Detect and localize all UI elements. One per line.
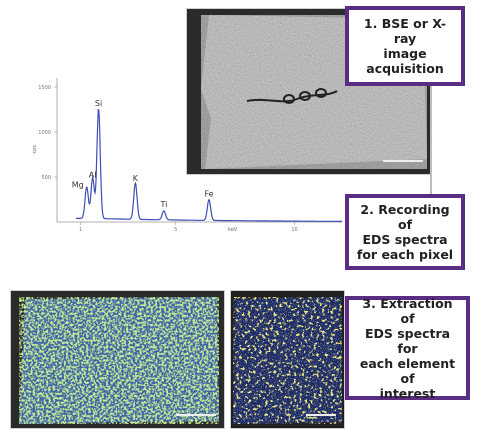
peak-label-fe: Fe — [204, 189, 213, 198]
step-1-line-1: 1. BSE or X-ray — [363, 16, 447, 46]
peak-label-al: Al — [89, 171, 97, 180]
spectrum-y-label: cps — [32, 145, 38, 154]
peak-label-si: Si — [95, 99, 102, 108]
step-1-line-2: image — [383, 46, 427, 61]
y-tick-label: 1000 — [38, 130, 51, 136]
x-tick-label: 1 — [79, 227, 82, 233]
step-2-line-1: 2. Recording of — [360, 202, 450, 232]
spectrum-x-label: keV — [228, 227, 238, 233]
x-tick-label: 5 — [174, 227, 177, 233]
step-2-line-2: EDS spectra — [362, 232, 448, 247]
bse-scale-bar — [383, 160, 423, 162]
yellow-map-texture — [231, 291, 344, 428]
y-tick-label: 500 — [41, 175, 51, 181]
step-3-line-1: 3. Extraction of — [362, 295, 453, 326]
peak-label-k: K — [133, 174, 139, 183]
eds-spectrum-chart: 500 1000 1500 1 5 10 Mg Al Si K Ti Fe keV cps — [32, 78, 342, 233]
spectrum-trace — [76, 108, 342, 222]
yellow-map-scale-bar — [306, 414, 336, 416]
step-1-callout: 1. BSE or X-ray image acquisition — [345, 6, 465, 86]
spectrum-ticks: 500 1000 1500 1 5 10 — [38, 85, 297, 233]
x-tick-label: 10 — [291, 227, 297, 233]
spectrum-peak-labels: Mg Al Si K Ti Fe — [72, 99, 214, 209]
peak-label-ti: Ti — [159, 200, 167, 209]
step-3-line-4: interest — [379, 385, 436, 401]
step-2-callout: 2. Recording of EDS spectra for each pix… — [345, 194, 465, 270]
green-map-texture — [11, 291, 224, 428]
step-3-callout: 3. Extraction of EDS spectra for each el… — [345, 295, 470, 401]
step-3-line-3: each element of — [359, 355, 456, 386]
y-tick-label: 1500 — [38, 85, 51, 91]
step-2-line-3: for each pixel — [356, 247, 454, 262]
element-map-green — [10, 290, 225, 429]
step-1-line-3: acquisition — [366, 61, 444, 76]
step-3-line-2: EDS spectra for — [364, 325, 451, 356]
connector-line-top — [430, 86, 432, 194]
green-map-scale-bar — [176, 414, 216, 416]
element-map-yellow — [230, 290, 345, 429]
peak-label-mg: Mg — [72, 181, 84, 190]
